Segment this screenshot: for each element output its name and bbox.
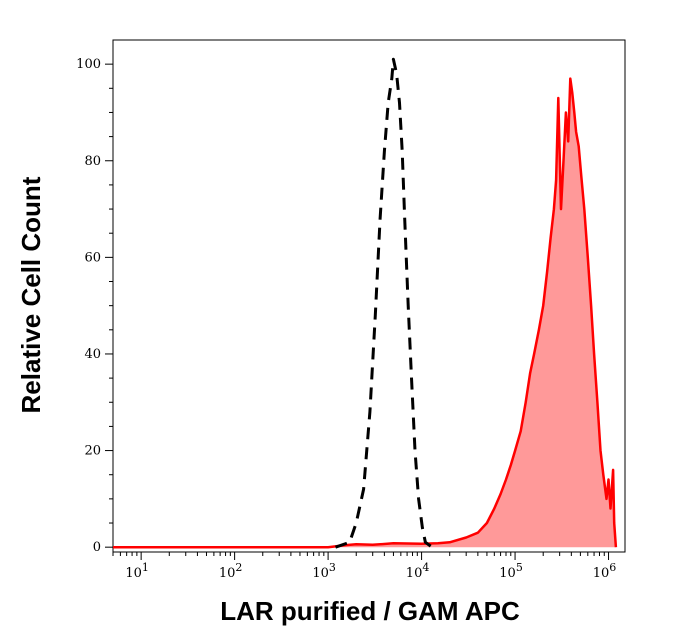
- x-tick-label: 105: [499, 561, 523, 581]
- x-tick-label: 103: [312, 561, 336, 581]
- y-tick-label: 100: [76, 57, 101, 72]
- x-tick-label: 101: [125, 561, 149, 581]
- series-1-line: [113, 77, 618, 549]
- x-tick-label: 106: [593, 561, 617, 581]
- y-axis: 0 20 40 60 80 100: [76, 57, 113, 555]
- y-tick-label: 40: [84, 347, 101, 362]
- series-0-line: [335, 57, 434, 549]
- y-tick-label: 0: [93, 540, 101, 555]
- y-tick-label: 80: [84, 154, 101, 169]
- x-axis: 101 102 103 104 105 106: [112, 552, 617, 581]
- series-layer: [113, 57, 618, 549]
- plot-frame: [112, 39, 626, 553]
- x-tick-label: 102: [219, 561, 243, 581]
- x-axis-title: LAR purified / GAM APC: [220, 596, 520, 626]
- y-tick-label: 20: [84, 444, 101, 459]
- y-axis-title: Relative Cell Count: [16, 176, 46, 413]
- x-tick-label: 104: [406, 561, 430, 581]
- y-tick-label: 60: [84, 250, 101, 265]
